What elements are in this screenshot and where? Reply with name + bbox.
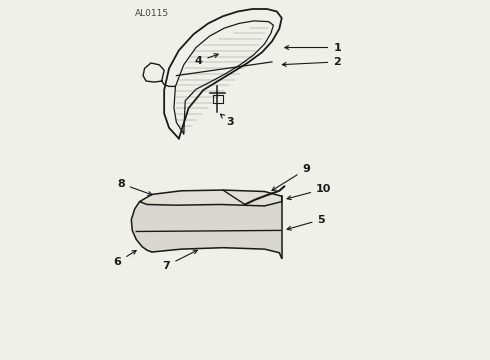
Text: 9: 9 <box>272 164 310 190</box>
Text: 1: 1 <box>285 42 341 53</box>
Polygon shape <box>140 190 282 206</box>
Text: 4: 4 <box>195 54 218 66</box>
Polygon shape <box>131 190 282 258</box>
Text: 2: 2 <box>282 57 341 67</box>
Text: 6: 6 <box>114 251 136 267</box>
Text: 7: 7 <box>163 250 197 271</box>
Text: 8: 8 <box>117 179 152 195</box>
Text: AL0115: AL0115 <box>135 9 169 18</box>
Text: 10: 10 <box>287 184 331 200</box>
Text: 5: 5 <box>287 215 325 230</box>
Text: 3: 3 <box>220 114 234 127</box>
